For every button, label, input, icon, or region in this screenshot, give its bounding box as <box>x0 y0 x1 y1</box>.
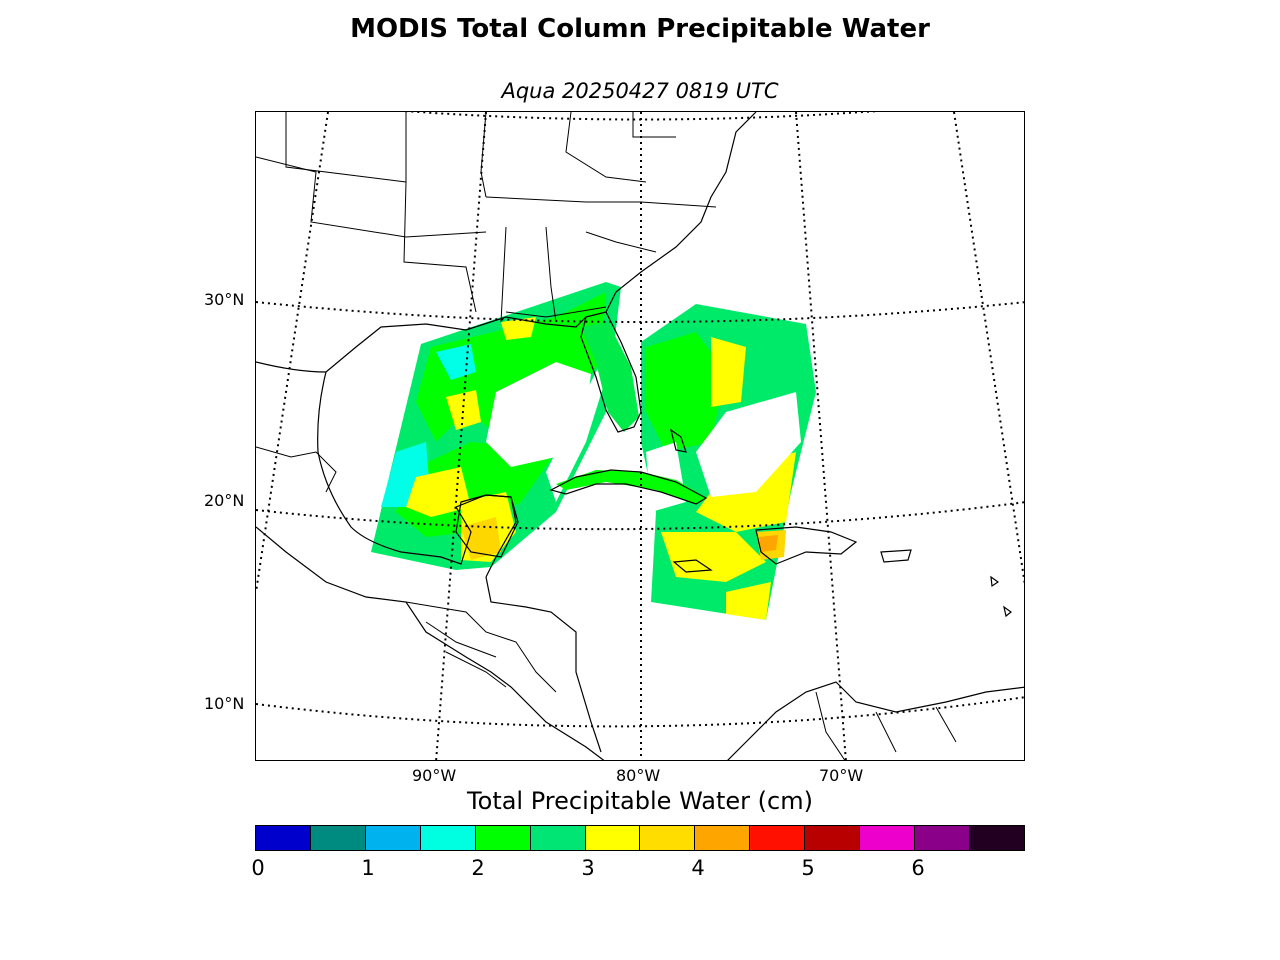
lesser-antilles <box>990 575 1012 618</box>
swath-east-orange <box>759 535 778 552</box>
colorbar-tick-label: 5 <box>801 856 815 880</box>
colorbar-segment <box>695 826 751 850</box>
colorbar-segment <box>805 826 861 850</box>
state-border-4 <box>485 196 717 208</box>
swath-east-clear <box>696 392 801 497</box>
colorbar-tick-label: 4 <box>691 856 705 880</box>
colorbar-segment <box>860 826 916 850</box>
map-canvas <box>256 112 1024 760</box>
colorbar-segment <box>365 826 421 850</box>
meridian-90w <box>435 112 487 760</box>
lat-label-20n: 20°N <box>204 491 245 510</box>
lon-label-70w: 70°W <box>819 766 864 785</box>
swath-east-green <box>646 332 726 452</box>
colorbar-segment <box>420 826 476 850</box>
colorbar-tick-label: 2 <box>471 856 485 880</box>
data-swath-east <box>641 304 816 620</box>
lon-label-90w: 90°W <box>412 766 457 785</box>
swath-east-yellow-1 <box>711 337 746 407</box>
us-atlantic-coast <box>605 112 757 313</box>
colorbar-segment <box>475 826 531 850</box>
swath-west-yellow-1 <box>446 390 481 430</box>
colorbar-tick-label: 6 <box>911 856 925 880</box>
colorbar-segment <box>969 826 1024 850</box>
mexico-pacific-coast <box>256 526 605 760</box>
colorbar-segment <box>915 826 970 850</box>
colorbar-segment <box>530 826 586 850</box>
colorbar-segment <box>256 826 311 850</box>
coastlines <box>256 112 1024 760</box>
map-subtitle: Aqua 20250427 0819 UTC <box>501 79 779 103</box>
mexico-border <box>256 446 337 493</box>
colorbar-segment <box>585 826 641 850</box>
data-swath-west <box>371 282 639 570</box>
cuba <box>549 469 708 505</box>
colorbar-tick-label: 3 <box>581 856 595 880</box>
us-gulf-coast <box>256 316 587 373</box>
jamaica <box>672 559 713 573</box>
state-border-1 <box>285 112 407 183</box>
swath-west-yellow-4 <box>501 317 536 340</box>
state-border-2 <box>256 156 487 238</box>
central-america-caribbean <box>485 576 602 753</box>
colorbar <box>255 825 1025 851</box>
central-america-borders <box>405 601 557 693</box>
parallel-20n <box>256 501 1024 531</box>
parallel-10n <box>256 696 1024 728</box>
colorbar-title: Total Precipitable Water (cm) <box>467 787 813 815</box>
lon-label-80w: 80°W <box>616 766 661 785</box>
colorbar-tick-label: 0 <box>251 856 265 880</box>
colorbar-segment <box>640 826 696 850</box>
swath-east-yellow-4 <box>726 582 771 620</box>
state-border-6 <box>505 306 607 318</box>
meridian-100w <box>256 112 329 593</box>
state-border-3 <box>403 112 477 313</box>
colorbar-tick-label: 1 <box>361 856 375 880</box>
bahamas-andros <box>670 428 687 453</box>
graticule <box>256 112 1024 760</box>
map-panel <box>255 111 1025 761</box>
state-border-5 <box>500 226 657 323</box>
lat-label-10n: 10°N <box>204 694 245 713</box>
hispaniola <box>755 526 858 565</box>
lat-label-30n: 30°N <box>204 290 245 309</box>
yucatan-peninsula <box>455 494 519 558</box>
swath-east-yellow-3 <box>661 532 766 582</box>
swath-cuba <box>556 470 706 504</box>
florida-peninsula <box>580 311 642 433</box>
colorbar-segment <box>310 826 366 850</box>
state-border-7 <box>480 112 676 198</box>
swath-west-clear-2 <box>546 362 611 502</box>
political-borders <box>256 112 957 760</box>
south-america-coast <box>727 681 1024 760</box>
puerto-rico <box>880 549 912 563</box>
meridian-60w <box>953 112 1024 586</box>
colorbar-segment <box>750 826 806 850</box>
meridian-70w <box>795 112 847 760</box>
south-america-borders <box>815 691 957 760</box>
swath-florida <box>581 322 639 432</box>
map-title: MODIS Total Column Precipitable Water <box>350 14 930 44</box>
swath-west-yellow-2 <box>406 467 471 517</box>
mexico-gulf-coast <box>317 371 517 578</box>
